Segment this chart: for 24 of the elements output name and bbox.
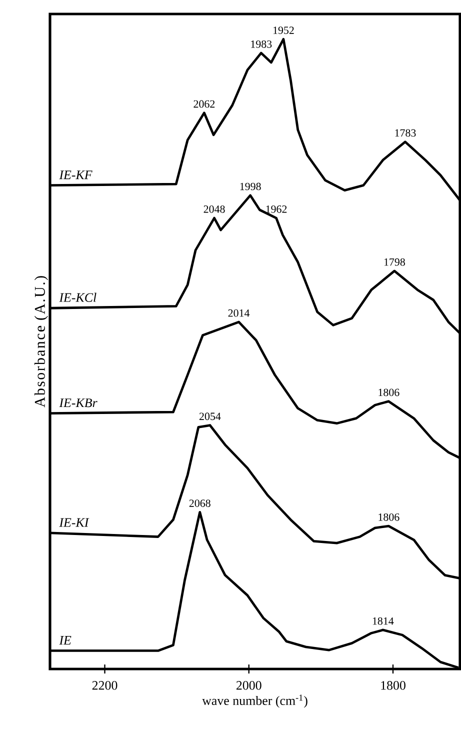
y-axis-title: Absorbance (A.U.) — [34, 276, 48, 408]
annotation: 1952 — [273, 26, 294, 34]
x-tick-label: 2200 — [92, 681, 118, 690]
series-label: IE-KI — [59, 518, 90, 527]
annotation: 1806 — [378, 388, 400, 396]
annotation: 2048 — [204, 205, 225, 213]
annotation: 2014 — [228, 309, 250, 317]
annotation: 1983 — [251, 40, 272, 48]
annotation: 2068 — [189, 500, 210, 507]
annotation: 1798 — [384, 258, 405, 266]
annotation: 1998 — [240, 182, 261, 190]
annotation: 2062 — [194, 100, 215, 108]
series-label: IE-KCl — [59, 292, 96, 302]
annotation: 1814 — [372, 617, 394, 625]
series-label: IE-KF — [59, 170, 92, 180]
annotation: 1962 — [266, 205, 287, 213]
series-label: IE-KBr — [59, 398, 98, 408]
annotation: 1783 — [395, 129, 416, 137]
annotation: 1806 — [378, 513, 400, 521]
x-tick-label: 1800 — [381, 681, 406, 690]
series-label: IE — [59, 636, 72, 645]
x-tick-label: 2000 — [236, 681, 262, 690]
annotation: 2054 — [199, 412, 221, 420]
x-axis-title: wave number (cm$^{-1}$) — [202, 694, 308, 708]
